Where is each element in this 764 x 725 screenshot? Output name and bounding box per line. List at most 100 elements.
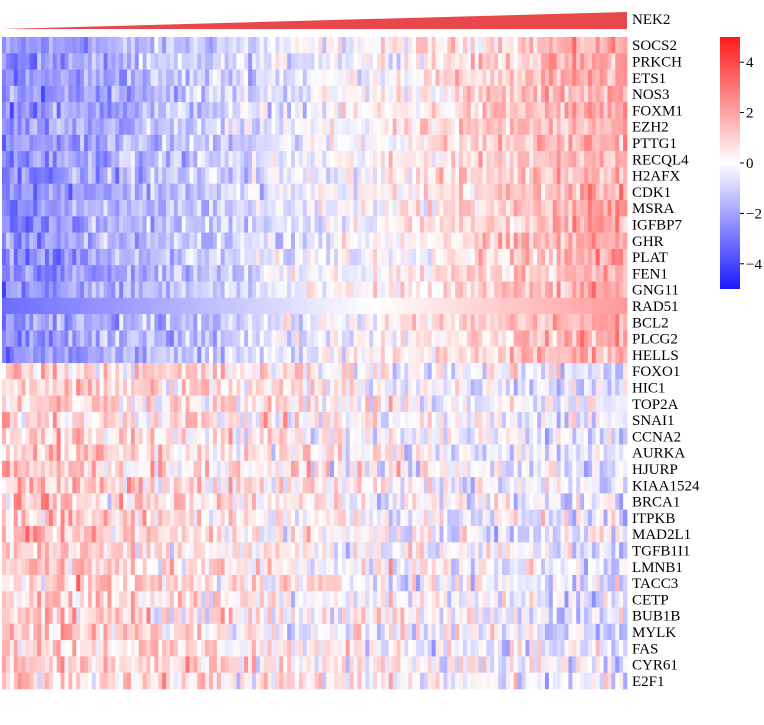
heatmap-cell	[541, 167, 546, 184]
heatmap-cell	[193, 281, 198, 299]
heatmap-cell	[384, 232, 390, 250]
heatmap-cell	[169, 167, 175, 184]
heatmap-cell	[373, 314, 378, 331]
heatmap-cell	[482, 134, 487, 152]
heatmap-cell	[607, 85, 612, 103]
heatmap-cell	[607, 428, 612, 445]
heatmap-cell	[283, 297, 288, 315]
heatmap-cell	[564, 509, 569, 527]
heatmap-cell	[322, 330, 327, 347]
heatmap-cell	[48, 509, 54, 527]
heatmap-cell	[64, 297, 69, 315]
heatmap-cell	[306, 183, 311, 201]
heatmap-cell	[337, 460, 343, 478]
heatmap-cell	[244, 363, 249, 380]
heatmap-cell	[576, 460, 581, 478]
heatmap-cell	[123, 395, 128, 413]
heatmap-cell	[416, 395, 421, 413]
heatmap-cell	[107, 248, 112, 266]
heatmap-cell	[68, 314, 73, 331]
heatmap-cell	[556, 509, 561, 527]
heatmap-cell	[423, 526, 429, 543]
heatmap-cell	[255, 346, 261, 364]
heatmap-cell	[494, 297, 499, 315]
heatmap-cell	[56, 134, 61, 152]
heatmap-cell	[396, 265, 401, 282]
heatmap-cell	[298, 37, 304, 54]
heatmap-cell	[17, 379, 22, 396]
heatmap-cell	[451, 363, 456, 380]
heatmap-cell	[64, 542, 69, 559]
heatmap-cell	[517, 134, 522, 152]
heatmap-cell	[587, 509, 593, 527]
heatmap-cell	[427, 232, 433, 250]
heatmap-cell	[412, 281, 417, 299]
heatmap-cell	[533, 151, 538, 168]
heatmap-cell	[291, 151, 296, 168]
heatmap-cell	[181, 297, 186, 315]
heatmap-cell	[228, 134, 233, 152]
heatmap-cell	[322, 363, 327, 380]
heatmap-cell	[529, 134, 534, 152]
heatmap-cell	[544, 37, 550, 54]
heatmap-cell	[552, 493, 558, 510]
heatmap-cell	[341, 232, 347, 250]
heatmap-cell	[431, 379, 436, 396]
heatmap-cell	[13, 200, 19, 217]
heatmap-cell	[181, 85, 186, 103]
heatmap-cell	[259, 493, 265, 510]
heatmap-cell	[209, 477, 214, 494]
heatmap-cell	[587, 102, 593, 119]
heatmap-cell	[400, 134, 405, 152]
heatmap-cell	[619, 346, 624, 364]
heatmap-cell	[322, 477, 327, 494]
heatmap-cell	[259, 395, 265, 413]
heatmap-cell	[552, 444, 558, 462]
heatmap-cell	[224, 281, 229, 299]
heatmap-cell	[533, 37, 538, 54]
heatmap-cell	[560, 509, 565, 527]
heatmap-cell	[369, 102, 374, 119]
heatmap-cell	[587, 118, 593, 136]
heatmap-cell	[252, 460, 257, 478]
heatmap-cell	[216, 85, 222, 103]
heatmap-cell	[556, 69, 561, 87]
heatmap-cell	[416, 477, 421, 494]
heatmap-cell	[111, 428, 116, 445]
heatmap-cell	[384, 281, 390, 299]
heatmap-cell	[56, 526, 61, 543]
heatmap-cell	[431, 167, 436, 184]
heatmap-cell	[388, 509, 394, 527]
heatmap-cell	[591, 134, 597, 152]
heatmap-cell	[517, 37, 522, 54]
heatmap-cell	[244, 216, 249, 233]
heatmap-cell	[162, 314, 167, 331]
heatmap-cell	[419, 314, 425, 331]
heatmap-cell	[291, 118, 296, 136]
heatmap-cell	[447, 53, 452, 70]
heatmap-cell	[494, 216, 499, 233]
heatmap-cell	[584, 444, 589, 462]
heatmap-cell	[177, 102, 183, 119]
heatmap-cell	[91, 183, 97, 201]
heatmap-cell	[502, 134, 507, 152]
heatmap-cell	[619, 183, 624, 201]
heatmap-cell	[158, 477, 163, 494]
heatmap-cell	[68, 428, 73, 445]
heatmap-cell	[548, 460, 554, 478]
heatmap-cell	[216, 493, 222, 510]
heatmap-cell	[322, 216, 327, 233]
heatmap-cell	[322, 346, 327, 364]
heatmap-cell	[95, 493, 101, 510]
heatmap-cell	[291, 444, 296, 462]
heatmap-cell	[130, 363, 136, 380]
heatmap-cell	[60, 542, 65, 559]
heatmap-cell	[369, 509, 374, 527]
heatmap-cell	[521, 151, 526, 168]
heatmap-cell	[611, 314, 616, 331]
heatmap-cell	[416, 444, 421, 462]
heatmap-cell	[306, 444, 311, 462]
heatmap-cell	[345, 118, 351, 136]
heatmap-cell	[294, 37, 300, 54]
heatmap-cell	[556, 330, 561, 347]
